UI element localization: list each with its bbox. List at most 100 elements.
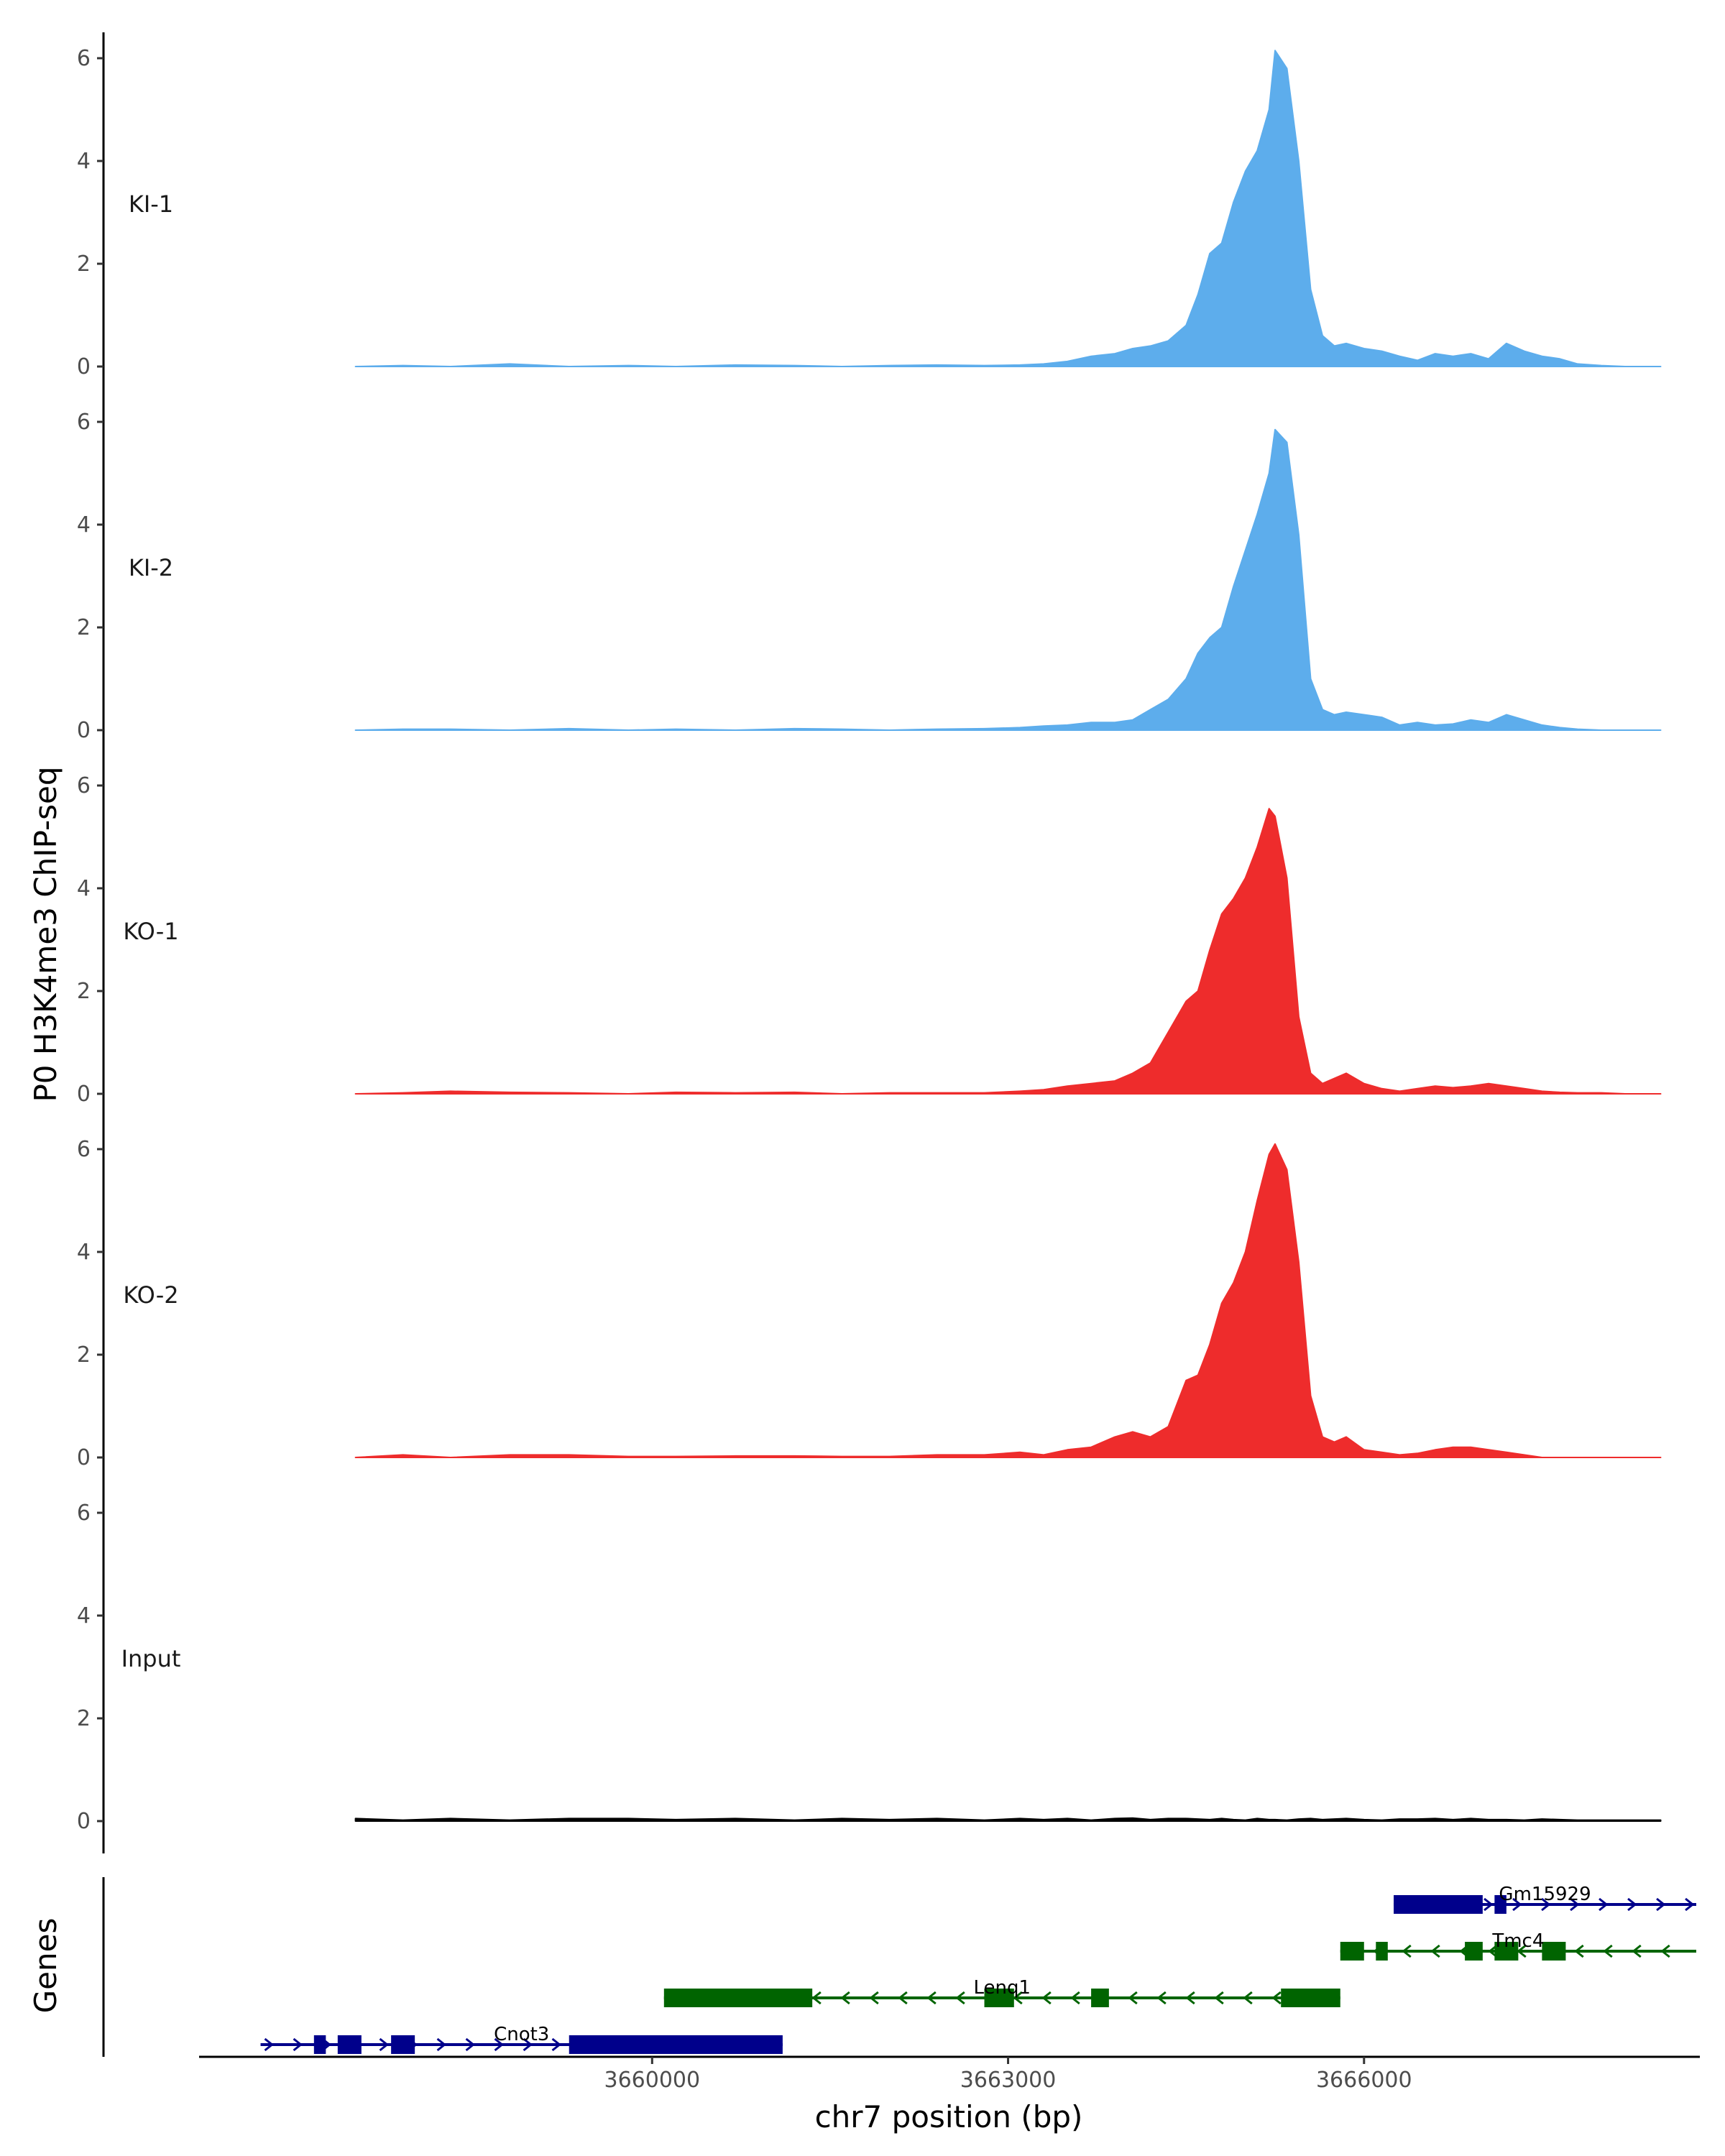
strand-chevron (1185, 1991, 1195, 2005)
strand-chevron (494, 2037, 504, 2052)
exon (1542, 1942, 1566, 1961)
gene-label-gm15929: Gm15929 (1499, 1884, 1591, 1905)
exon (1340, 1942, 1364, 1961)
gene-label-lenq1: Lenq1 (974, 1977, 1031, 1999)
y-tick-label: 4 (77, 1603, 91, 1628)
strand-chevron (1512, 1897, 1522, 1912)
exon (1281, 1989, 1340, 2007)
strand-chevron (1627, 1897, 1637, 1912)
strand-chevron (551, 2037, 561, 2052)
genes-axis-title: Genes (28, 1918, 63, 2014)
exon (391, 2035, 415, 2054)
strand-chevron (1660, 1944, 1670, 1958)
exon (1394, 1895, 1483, 1914)
gene-lenq1: Lenq1 (663, 1977, 1340, 2007)
y-axis-title: P0 H3K4me3 ChIP-seq (28, 766, 63, 1102)
y-tick-label: 4 (77, 149, 91, 174)
strand-chevron (264, 2037, 274, 2052)
strand-chevron (840, 1991, 850, 2005)
signal-area-input (354, 1817, 1662, 1822)
strand-chevron (465, 2037, 475, 2052)
strand-chevron (1070, 1991, 1080, 2005)
strand-chevron (1243, 1991, 1253, 2005)
strand-chevron (1484, 1897, 1494, 1912)
strand-chevron (1598, 1897, 1609, 1912)
exon (1494, 1895, 1506, 1914)
y-tick-label: 6 (77, 1137, 91, 1162)
strand-chevron (1685, 1897, 1695, 1912)
gene-gm15929: Gm15929 (1394, 1884, 1696, 1914)
exon (1091, 1989, 1109, 2007)
strand-chevron (1402, 1944, 1412, 1958)
y-tick-label: 0 (77, 1809, 91, 1834)
y-tick-label: 4 (77, 512, 91, 538)
signal-area-ki-1 (354, 50, 1662, 367)
strand-chevron (955, 1991, 965, 2005)
exon (313, 2035, 326, 2054)
strand-chevron (1656, 1897, 1666, 1912)
y-tick-label: 4 (77, 1240, 91, 1265)
y-tick-label: 0 (77, 1445, 91, 1470)
strand-chevron (1271, 1991, 1282, 2005)
strand-chevron (1632, 1944, 1642, 1958)
y-tick-label: 6 (77, 410, 91, 435)
y-tick-label: 2 (77, 252, 91, 277)
strand-chevron (1430, 1944, 1440, 1958)
signal-area-ki-2 (354, 428, 1662, 731)
x-tick-label: 3663000 (960, 2068, 1057, 2093)
strand-chevron (898, 1991, 908, 2005)
strand-chevron (1214, 1991, 1224, 2005)
exon (337, 2035, 362, 2054)
x-tick-label: 3666000 (1316, 2068, 1412, 2093)
tracks-layer: 0 2 4 6 KI-1 0 2 4 6 KI-2 0 2 4 6 KO-1 0 2 4 6 KO-2 0 2 4 6 Inpu… (77, 32, 1662, 1853)
strand-chevron (1541, 1897, 1551, 1912)
strand-chevron (1574, 1944, 1584, 1958)
gene-tmc4: Tmc4 (1340, 1930, 1696, 1961)
x-tick-label: 3660000 (604, 2068, 700, 2093)
track-label-ko-2: KO-2 (123, 1281, 178, 1309)
signal-area-ko-1 (354, 808, 1662, 1095)
track-label-ko-1: KO-1 (123, 918, 178, 945)
x-axis-title: chr7 position (bp) (815, 2099, 1083, 2134)
gene-cnot3: Cnot3 (260, 2024, 783, 2054)
strand-chevron (1041, 1991, 1052, 2005)
track-input: 0 2 4 6 Input (77, 1487, 1662, 1853)
y-tick-label: 0 (77, 1082, 91, 1107)
strand-chevron (379, 2037, 389, 2052)
track-ki-2: 0 2 4 6 KI-2 (77, 396, 1662, 763)
exon (569, 2035, 783, 2054)
x-axis: 3660000 3663000 3666000 (199, 2055, 1700, 2093)
exon (663, 1989, 813, 2007)
y-tick-label: 6 (77, 1501, 91, 1526)
y-tick-label: 6 (77, 773, 91, 798)
strand-chevron (1517, 1944, 1527, 1958)
strand-chevron (436, 2037, 446, 2052)
track-label-input: Input (121, 1645, 181, 1672)
signal-area-ko-2 (354, 1143, 1662, 1458)
strand-chevron (1603, 1944, 1613, 1958)
y-tick-label: 2 (77, 615, 91, 640)
y-tick-label: 6 (77, 46, 91, 71)
strand-chevron (869, 1991, 879, 2005)
y-tick-label: 0 (77, 354, 91, 379)
exon (1376, 1942, 1388, 1961)
strand-chevron (1570, 1897, 1580, 1912)
strand-chevron (523, 2037, 533, 2052)
track-ko-2: 0 2 4 6 KO-2 (77, 1123, 1662, 1490)
strand-chevron (926, 1991, 937, 2005)
strand-chevron (293, 2037, 303, 2052)
genes-layer: Gm15929 Tmc4 Lenq1 Cnot3 (102, 1877, 1696, 2057)
gene-label-cnot3: Cnot3 (494, 2024, 549, 2045)
y-tick-label: 2 (77, 1706, 91, 1731)
exon (1465, 1942, 1483, 1961)
strand-chevron (1013, 1991, 1023, 2005)
strand-chevron (811, 1991, 822, 2005)
track-ki-1: 0 2 4 6 KI-1 (77, 32, 1662, 399)
y-tick-label: 2 (77, 1342, 91, 1368)
y-tick-label: 4 (77, 876, 91, 901)
strand-chevron (1128, 1991, 1138, 2005)
gene-label-tmc4: Tmc4 (1491, 1930, 1544, 1952)
y-tick-label: 0 (77, 718, 91, 743)
track-label-ki-1: KI-1 (129, 190, 173, 218)
